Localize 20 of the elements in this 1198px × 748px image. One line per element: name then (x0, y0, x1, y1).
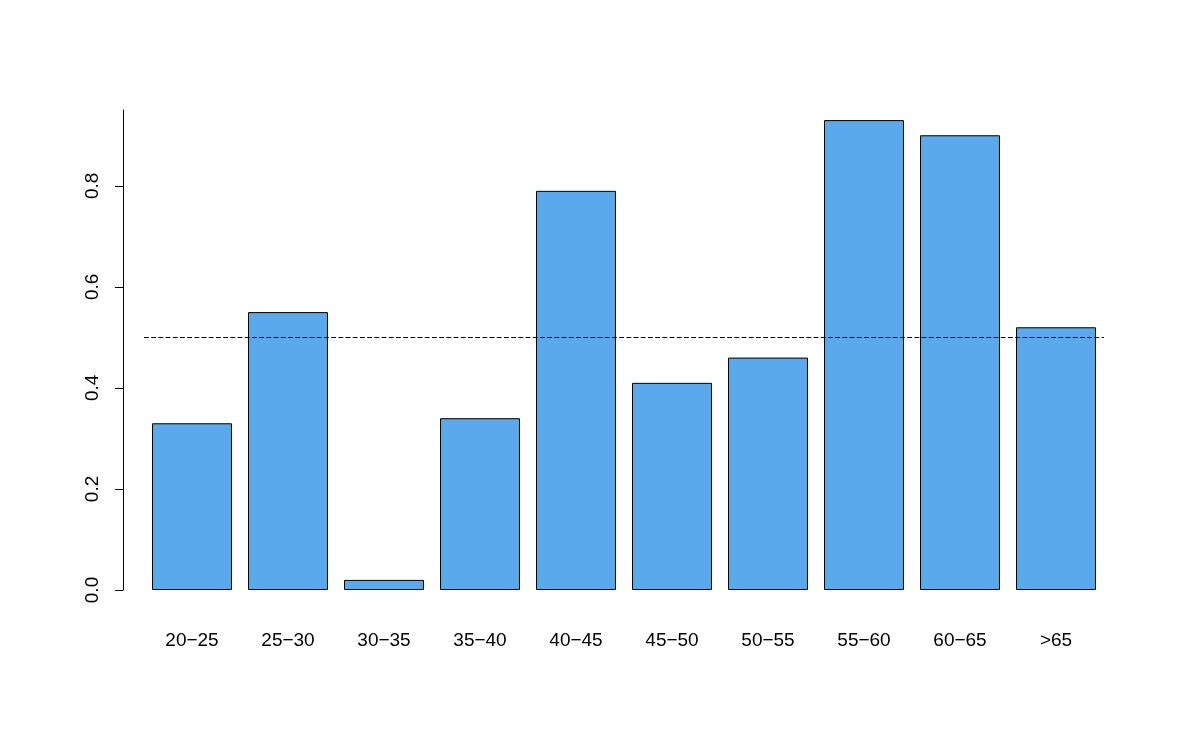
x-tick-label: >65 (1039, 629, 1073, 650)
y-tick-label: 0.2 (81, 475, 102, 503)
bar (344, 579, 424, 590)
x-tick-label: 50−55 (741, 629, 795, 650)
bar (728, 357, 808, 590)
y-tick-label: 0.8 (81, 172, 102, 199)
x-tick-label: 60−65 (933, 629, 987, 650)
x-tick-label: 30−35 (357, 629, 411, 650)
x-tick-label: 25−30 (261, 629, 315, 650)
x-tick-label: 45−50 (645, 629, 699, 650)
y-tick-label: 0.6 (81, 273, 102, 301)
bar (440, 418, 520, 590)
x-tick-label: 35−40 (453, 629, 507, 650)
x-tick-label: 20−25 (165, 629, 219, 650)
bar (632, 382, 712, 590)
y-tick-label: 0.4 (81, 374, 102, 402)
x-tick-label: 40−45 (549, 629, 603, 650)
y-tick-label: 0.0 (81, 576, 102, 604)
x-tick-label: 55−60 (837, 629, 891, 650)
bar (152, 423, 232, 590)
